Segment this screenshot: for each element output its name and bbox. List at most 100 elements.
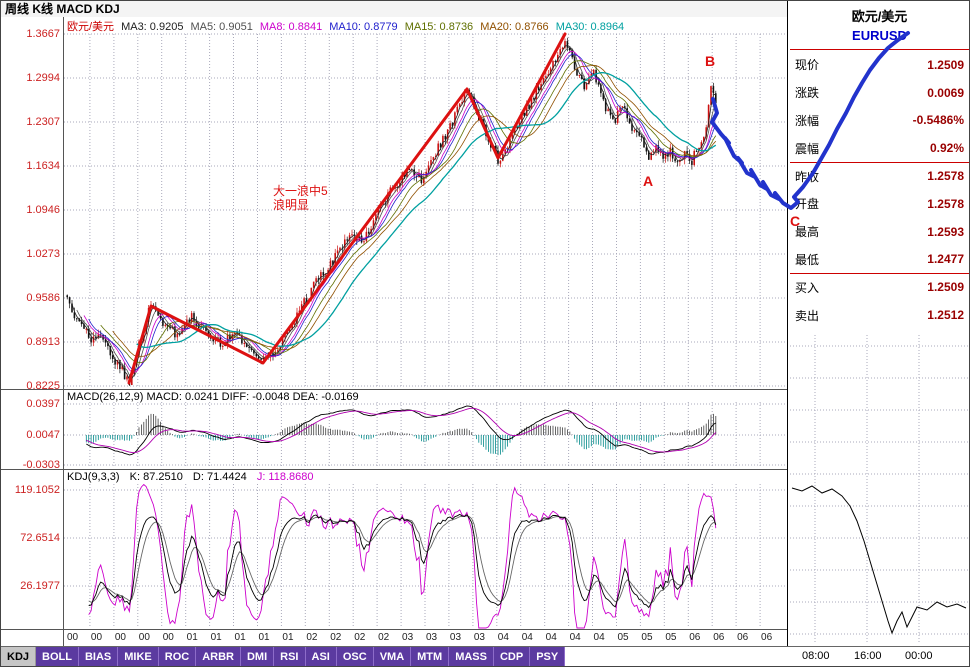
separator-line (790, 49, 969, 50)
x-axis-label: 05 (641, 632, 653, 643)
y-axis-label: 72.6514 (20, 532, 60, 544)
indicator-button-rsi[interactable]: RSI (274, 647, 306, 666)
quote-row: 卖出 1.2512 (788, 301, 969, 329)
x-axis-label: 01 (234, 632, 246, 643)
indicator-button-mass[interactable]: MASS (449, 647, 494, 666)
x-axis-label: 00 (90, 632, 103, 643)
x-axis-label: 01 (282, 632, 294, 643)
ma-legend-item: MA10: 0.8779 (329, 21, 398, 33)
quote-row-value: 1.2512 (927, 308, 964, 323)
quote-row: 震幅 0.92% (788, 134, 969, 162)
wave-label-a: A (643, 173, 654, 189)
indicator-button-kdj[interactable]: KDJ (1, 647, 37, 666)
quote-panel: 欧元/美元 EURUSD 现价 1.2509 涨跌 0.0069 涨幅 -0.5486% 震… (787, 1, 970, 646)
indicator-button-osc[interactable]: OSC (336, 647, 374, 666)
indicator-button-mtm[interactable]: MTM (411, 647, 450, 666)
quote-row: 最高 1.2593 (788, 218, 969, 246)
y-axis-label: 1.2307 (26, 116, 60, 128)
x-axis-label: 03 (402, 632, 414, 643)
indicator-button-dmi[interactable]: DMI (240, 647, 275, 666)
quote-row-value: 1.2578 (927, 169, 964, 184)
time-label: 16:00 (854, 650, 882, 662)
indicator-button-asi[interactable]: ASI (305, 647, 337, 666)
window-title: 周线 K线 MACD KDJ (1, 1, 787, 17)
quote-row-label: 震幅 (795, 141, 820, 156)
y-axis-label: 1.2994 (26, 72, 60, 84)
quote-row: 买入 1.2509 (788, 273, 969, 301)
quote-row-value: 0.0069 (927, 85, 964, 100)
indicator-button-psy[interactable]: PSY (530, 647, 566, 666)
x-axis-label: 06 (689, 632, 701, 643)
ma-legend: 欧元/美元 MA3: 0.9205 MA5: 0.9051 MA8: 0.8841 MA… (67, 18, 624, 34)
x-axis-label: 00 (114, 632, 126, 643)
quote-row-label: 昨收 (795, 169, 820, 184)
quote-row: 昨收 1.2578 (788, 162, 969, 190)
quote-row-value: 1.2578 (927, 196, 964, 211)
quote-row-label: 现价 (795, 58, 820, 73)
kdj-d-value: D: 71.4424 (192, 471, 247, 483)
y-axis-label: 119.1052 (14, 484, 60, 496)
ma-legend-item: MA8: 0.8841 (259, 21, 323, 33)
macd-info: MACD(26,12,9) MACD: 0.0241 DIFF: -0.0048… (67, 391, 359, 403)
quote-row: 最低 1.2477 (788, 246, 969, 274)
quote-row: 涨跌 0.0069 (788, 79, 969, 107)
indicator-button-cdp[interactable]: CDP (493, 647, 531, 666)
indicator-button-roc[interactable]: ROC (158, 647, 197, 666)
indicator-button-vma[interactable]: VMA (373, 647, 412, 666)
x-axis-label: 06 (761, 632, 773, 643)
time-label: 00:00 (905, 650, 933, 662)
kdj-k-value: K: 87.2510 (129, 471, 183, 483)
x-axis-label: 04 (593, 632, 605, 643)
quote-row-label: 开盘 (795, 197, 820, 212)
x-axis-label: 02 (378, 632, 390, 643)
x-axis-label: 05 (665, 632, 677, 643)
x-axis-label: 03 (473, 632, 485, 643)
x-axis-label: 06 (713, 632, 725, 643)
wave-note-line: 大一浪中5 (273, 184, 328, 198)
separator-line (790, 162, 969, 163)
time-label: 08:00 (802, 650, 830, 662)
x-axis-label: 03 (449, 632, 462, 643)
indicator-button-arbr[interactable]: ARBR (196, 647, 241, 666)
indicator-button-boll[interactable]: BOLL (36, 647, 79, 666)
kdj-j-value: J: 118.8680 (256, 471, 314, 483)
ma-legend-item: MA15: 0.8736 (404, 21, 474, 33)
indicator-button-mike[interactable]: MIKE (118, 647, 159, 666)
quote-row-value: 1.2509 (927, 280, 964, 295)
y-axis-label: 0.0397 (26, 398, 60, 410)
quote-row-value: 0.92% (929, 141, 964, 156)
symbol-label: 欧元/美元 (67, 21, 115, 33)
wave-annotation: 大一浪中5 浪明显 (273, 184, 328, 212)
x-axis-label: 06 (737, 632, 749, 643)
intraday-chart[interactable] (788, 331, 970, 646)
ma-legend-item: MA30: 0.8964 (555, 21, 625, 33)
quote-row-value: 1.2509 (927, 57, 964, 72)
ma-legend-item: MA5: 0.9051 (190, 21, 253, 33)
x-axis-label: 03 (425, 632, 438, 643)
quote-row-label: 最高 (795, 225, 820, 240)
x-axis-label: 00 (67, 632, 79, 643)
x-axis-label: 04 (521, 632, 533, 643)
y-axis-label: 0.8225 (26, 380, 60, 392)
x-axis-label: 01 (186, 632, 198, 643)
x-axis-label: 05 (617, 632, 629, 643)
quote-row: 涨幅 -0.5486% (788, 107, 969, 135)
quote-row-value: 1.2477 (927, 252, 964, 267)
y-axis-label: 26.1977 (20, 580, 60, 592)
ma-legend-item: MA3: 0.9205 (121, 21, 184, 33)
quote-row-label: 卖出 (795, 308, 820, 323)
x-axis-label: 02 (330, 632, 342, 643)
y-axis-label: 0.9586 (26, 292, 60, 304)
separator-line (790, 273, 969, 274)
x-axis-label: 04 (569, 632, 581, 643)
x-axis-label: 00 (138, 632, 150, 643)
indicator-button-bias[interactable]: BIAS (78, 647, 119, 666)
ma-legend-item: MA20: 0.8766 (480, 21, 549, 33)
quote-row-label: 买入 (795, 280, 820, 295)
x-axis-label: 02 (306, 632, 318, 643)
x-axis-label: 01 (258, 632, 270, 643)
x-axis-label: 04 (497, 632, 509, 643)
quote-title: 欧元/美元 (851, 9, 908, 24)
quote-row: 现价 1.2509 (788, 51, 969, 79)
x-axis-label: 04 (545, 632, 557, 643)
